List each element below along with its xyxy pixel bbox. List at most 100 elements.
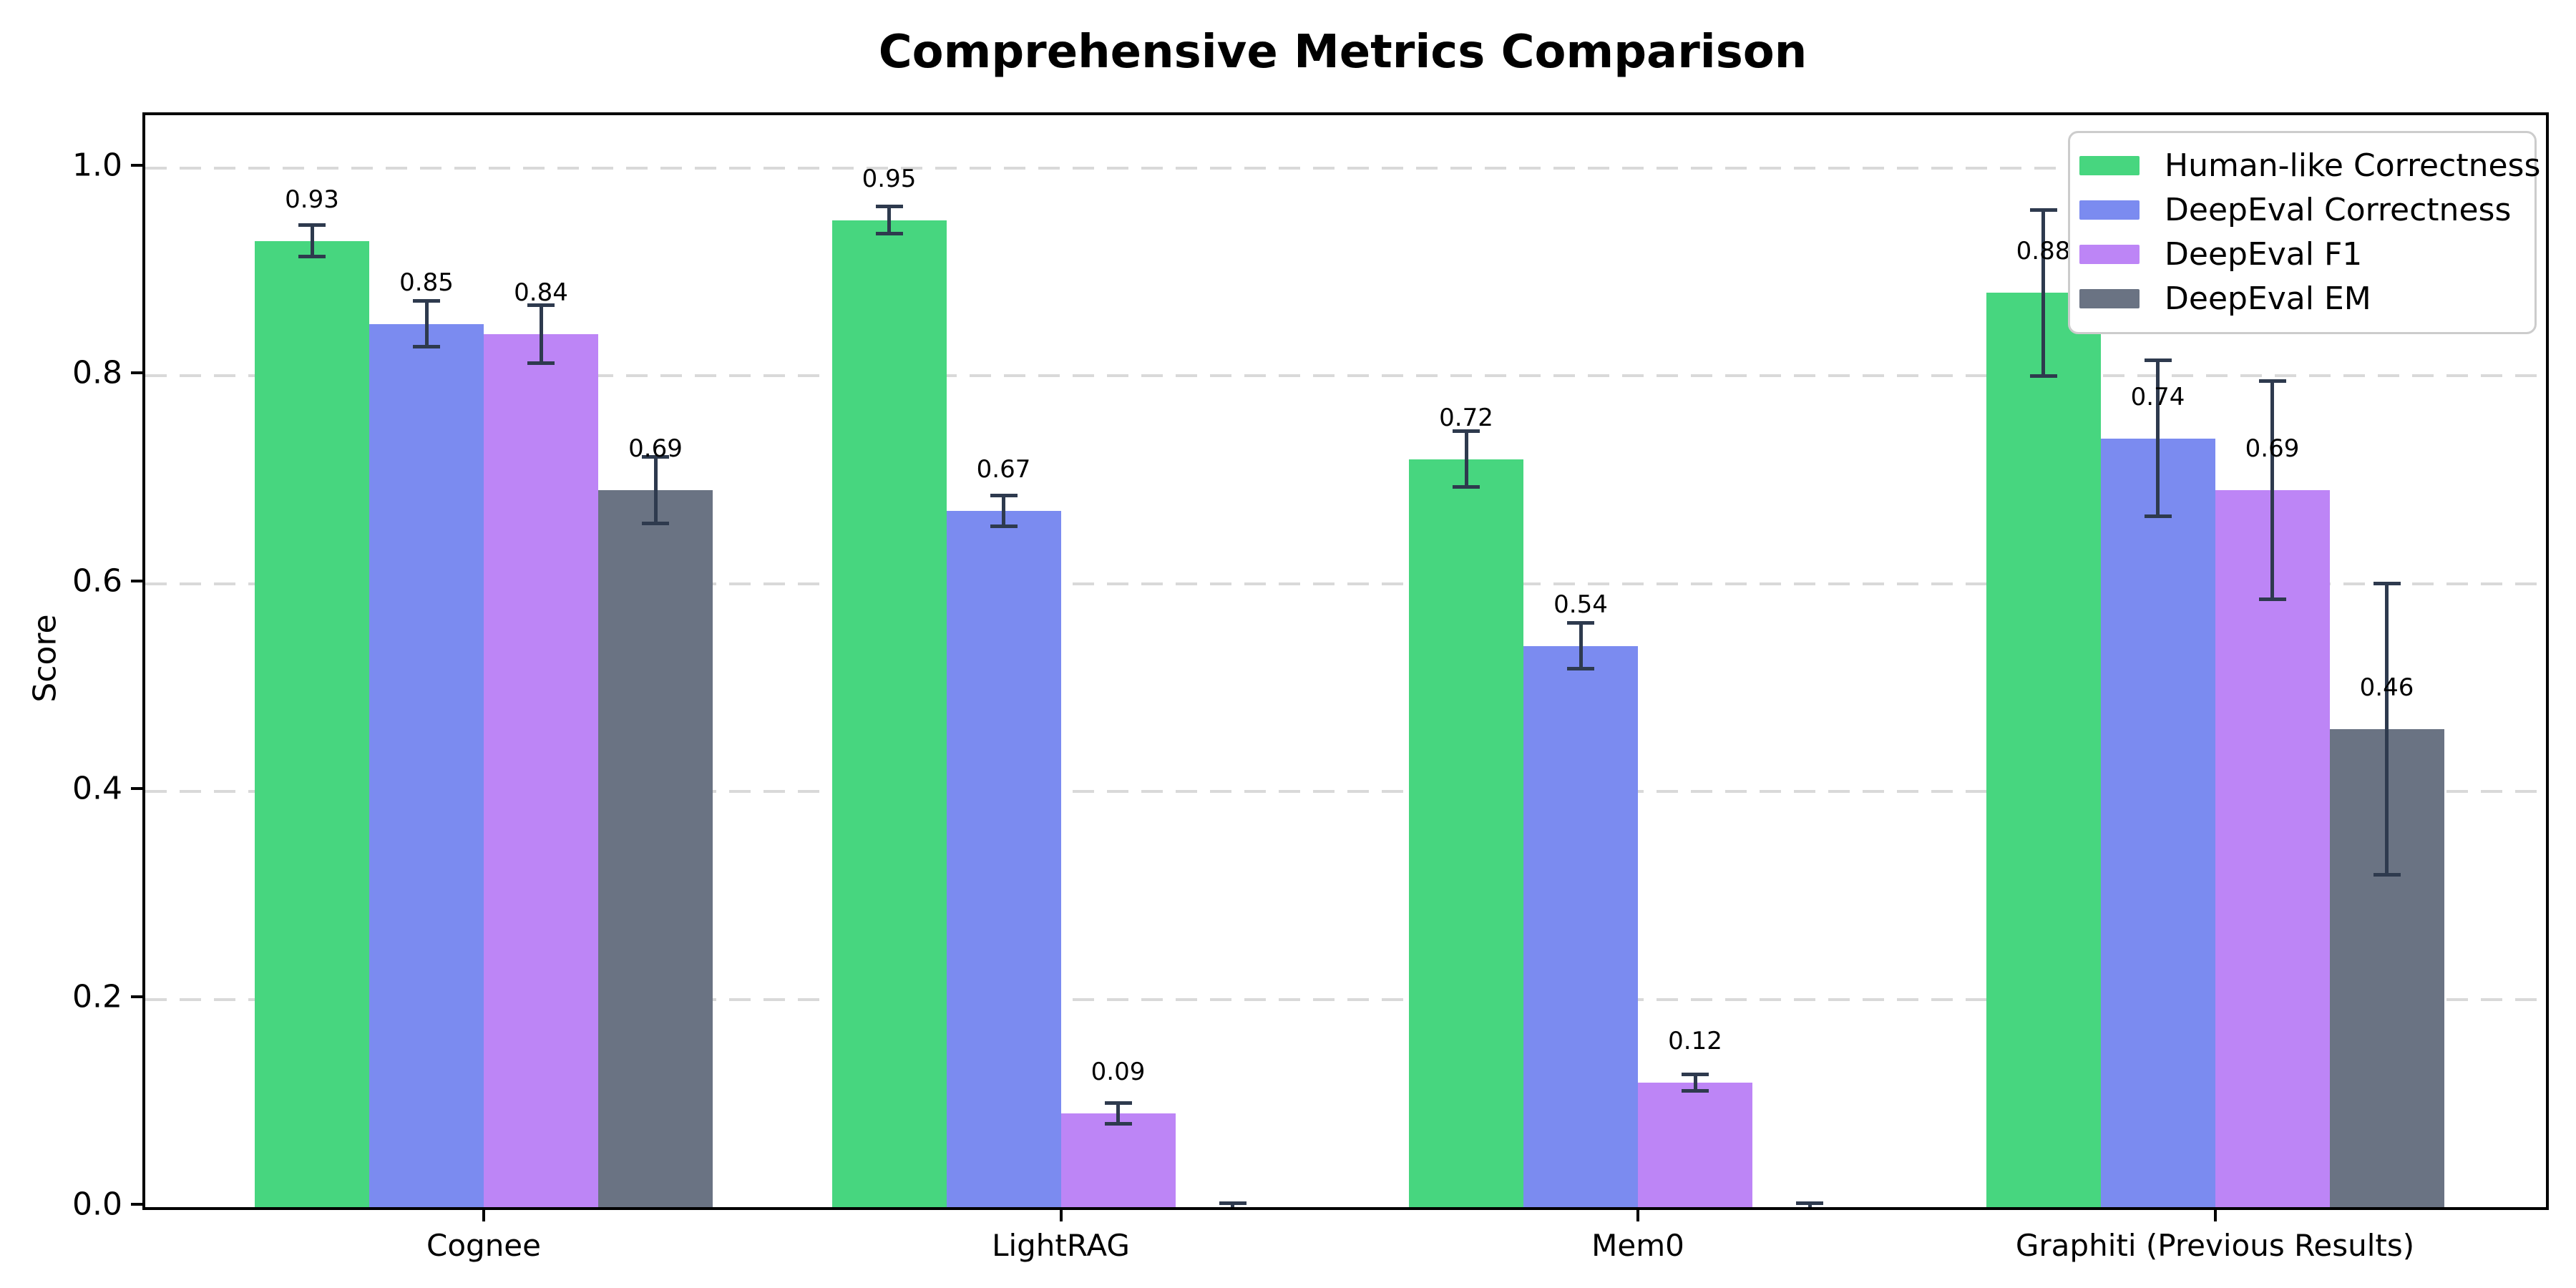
error-cap-low-Cognee-DeepEval F1 bbox=[527, 361, 555, 366]
error-bar-LightRAG-DeepEval Correctness bbox=[1002, 495, 1005, 527]
gridline-0.6 bbox=[145, 582, 2546, 585]
error-bar-Mem0-DeepEval F1 bbox=[1693, 1074, 1697, 1091]
bar-value-label: 0.84 bbox=[514, 278, 568, 308]
bar-value-label: 0.88 bbox=[2016, 237, 2071, 266]
error-cap-high-Graphiti (Previous Results)-DeepEval Correctness bbox=[2144, 358, 2172, 363]
error-bar-Graphiti (Previous Results)-Human-like Correctness bbox=[2041, 210, 2045, 376]
error-cap-low-LightRAG-DeepEval Correctness bbox=[990, 525, 1018, 529]
bar-LightRAG-Human-like Correctness bbox=[831, 220, 947, 1207]
y-tick-mark bbox=[131, 1203, 142, 1206]
bar-Cognee-DeepEval F1 bbox=[484, 334, 598, 1207]
error-cap-low-Graphiti (Previous Results)-DeepEval F1 bbox=[2258, 597, 2286, 602]
bar-Graphiti (Previous Results)-Human-like Correctness bbox=[1986, 293, 2101, 1207]
error-cap-high-Cognee-Human-like Correctness bbox=[298, 223, 326, 228]
error-bar-Cognee-Human-like Correctness bbox=[310, 225, 314, 257]
bar-value-label: 0.69 bbox=[628, 434, 683, 464]
error-cap-high-Mem0-DeepEval Correctness bbox=[1567, 621, 1594, 625]
bar-LightRAG-DeepEval Correctness bbox=[946, 511, 1061, 1207]
x-tick-mark bbox=[482, 1210, 485, 1221]
error-bar-LightRAG-Human-like Correctness bbox=[887, 206, 891, 234]
x-category-label-2: LightRAG bbox=[992, 1228, 1130, 1263]
error-cap-low-Mem0-Human-like Correctness bbox=[1453, 485, 1480, 489]
legend-swatch-icon bbox=[2079, 288, 2140, 308]
bar-Cognee-DeepEval Correctness bbox=[369, 323, 484, 1207]
error-cap-low-Graphiti (Previous Results)-Human-like Correctness bbox=[2029, 374, 2057, 378]
legend-item-DeepEval EM: DeepEval EM bbox=[2079, 276, 2520, 321]
y-tick-label-0.8: 0.8 bbox=[72, 354, 122, 391]
y-tick-mark bbox=[131, 579, 142, 582]
error-bar-Graphiti (Previous Results)-DeepEval F1 bbox=[2270, 381, 2274, 600]
legend: Human-like Correctness DeepEval Correctne… bbox=[2068, 131, 2540, 334]
y-axis-label: Score bbox=[26, 614, 64, 703]
bar-value-label: 0.54 bbox=[1553, 590, 1608, 619]
error-cap-low-Mem0-DeepEval F1 bbox=[1682, 1088, 1709, 1093]
error-cap-high-Mem0-DeepEval EM bbox=[1796, 1201, 1823, 1205]
y-tick-mark bbox=[131, 787, 142, 791]
error-cap-high-Mem0-Human-like Correctness bbox=[1453, 429, 1480, 433]
bar-value-label: 0.09 bbox=[1091, 1058, 1146, 1087]
error-cap-high-Mem0-DeepEval F1 bbox=[1682, 1072, 1709, 1076]
error-cap-low-Cognee-DeepEval EM bbox=[642, 522, 669, 526]
error-cap-low-Graphiti (Previous Results)-DeepEval Correctness bbox=[2144, 514, 2172, 518]
error-cap-low-LightRAG-DeepEval EM bbox=[1219, 1209, 1246, 1210]
bar-value-label: 0.85 bbox=[399, 268, 454, 297]
bar-value-label: 0.93 bbox=[285, 185, 339, 214]
x-category-label-4: Graphiti (Previous Results) bbox=[2015, 1228, 2415, 1263]
error-cap-high-LightRAG-Human-like Correctness bbox=[875, 205, 903, 209]
error-cap-low-Graphiti (Previous Results)-DeepEval EM bbox=[2373, 872, 2401, 877]
error-cap-low-Cognee-Human-like Correctness bbox=[298, 254, 326, 258]
error-cap-low-LightRAG-DeepEval F1 bbox=[1104, 1122, 1132, 1126]
bar-Graphiti (Previous Results)-DeepEval F1 bbox=[2215, 490, 2330, 1207]
bar-Mem0-DeepEval F1 bbox=[1638, 1082, 1752, 1207]
y-tick-label-0.0: 0.0 bbox=[72, 1186, 122, 1223]
chart-title: Comprehensive Metrics Comparison bbox=[878, 26, 1807, 79]
error-cap-low-LightRAG-Human-like Correctness bbox=[875, 231, 903, 235]
y-tick-label-0.4: 0.4 bbox=[72, 770, 122, 807]
y-tick-label-0.2: 0.2 bbox=[72, 978, 122, 1015]
error-bar-Cognee-DeepEval EM bbox=[653, 457, 658, 524]
error-cap-high-Cognee-DeepEval EM bbox=[642, 455, 669, 459]
error-cap-high-LightRAG-DeepEval Correctness bbox=[990, 493, 1018, 497]
error-bar-LightRAG-DeepEval F1 bbox=[1116, 1103, 1120, 1124]
y-tick-label-0.6: 0.6 bbox=[72, 562, 122, 600]
gridline-0.4 bbox=[145, 790, 2546, 794]
x-tick-mark bbox=[1636, 1210, 1639, 1221]
error-bar-Graphiti (Previous Results)-DeepEval Correctness bbox=[2156, 360, 2160, 517]
bar-value-label: 0.74 bbox=[2130, 382, 2185, 411]
error-bar-LightRAG-DeepEval EM bbox=[1231, 1203, 1234, 1207]
bar-value-label: 0.95 bbox=[862, 164, 917, 193]
error-cap-low-Cognee-DeepEval Correctness bbox=[413, 345, 440, 349]
bar-value-label: 0.12 bbox=[1668, 1026, 1722, 1055]
legend-swatch-icon bbox=[2079, 155, 2140, 175]
y-tick-label-1.0: 1.0 bbox=[72, 147, 122, 184]
x-category-label-3: Mem0 bbox=[1591, 1228, 1684, 1263]
error-bar-Mem0-Human-like Correctness bbox=[1464, 431, 1468, 487]
legend-item-DeepEval Correctness: DeepEval Correctness bbox=[2079, 187, 2520, 232]
error-cap-low-Mem0-DeepEval Correctness bbox=[1567, 667, 1594, 671]
legend-item-Human-like Correctness: Human-like Correctness bbox=[2079, 143, 2540, 187]
bar-Mem0-Human-like Correctness bbox=[1409, 459, 1523, 1207]
error-cap-high-Graphiti (Previous Results)-DeepEval F1 bbox=[2258, 379, 2286, 384]
bar-value-label: 0.46 bbox=[2359, 673, 2414, 703]
bar-Mem0-DeepEval Correctness bbox=[1523, 645, 1638, 1207]
bar-value-label: 0.67 bbox=[976, 455, 1031, 484]
x-tick-mark bbox=[1059, 1210, 1063, 1221]
y-tick-mark bbox=[131, 995, 142, 998]
legend-swatch-icon bbox=[2079, 244, 2140, 264]
error-cap-high-Cognee-DeepEval F1 bbox=[527, 303, 555, 308]
bar-value-label: 0.72 bbox=[1439, 403, 1493, 432]
error-cap-high-LightRAG-DeepEval EM bbox=[1219, 1201, 1246, 1205]
legend-label: DeepEval F1 bbox=[2165, 235, 2363, 273]
error-cap-high-LightRAG-DeepEval F1 bbox=[1104, 1101, 1132, 1106]
gridline-0.8 bbox=[145, 374, 2546, 378]
error-bar-Mem0-DeepEval Correctness bbox=[1579, 623, 1583, 669]
y-tick-mark bbox=[131, 371, 142, 375]
x-tick-mark bbox=[2213, 1210, 2217, 1221]
bar-Cognee-DeepEval EM bbox=[598, 490, 713, 1207]
bar-LightRAG-DeepEval F1 bbox=[1060, 1113, 1176, 1207]
legend-label: DeepEval Correctness bbox=[2165, 191, 2512, 228]
gridline-0.2 bbox=[145, 997, 2546, 1001]
error-bar-Cognee-DeepEval Correctness bbox=[424, 301, 429, 347]
bar-Graphiti (Previous Results)-DeepEval Correctness bbox=[2100, 438, 2215, 1207]
